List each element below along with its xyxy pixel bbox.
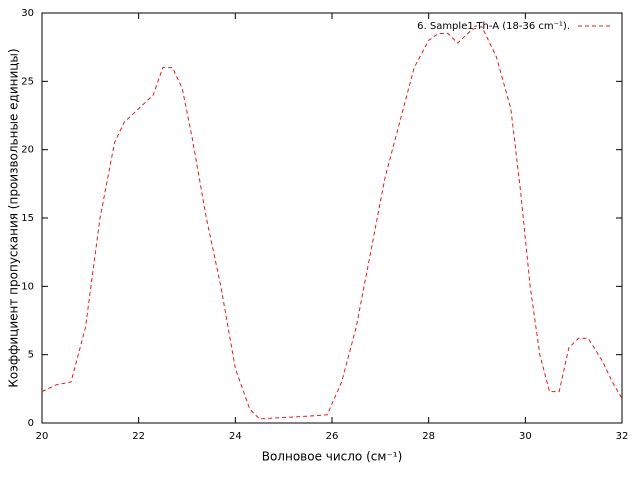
plot-border: [41, 12, 623, 424]
y-axis-label: Коэффициент пропускания (произвольные ед…: [7, 48, 21, 387]
legend-label: 6. Sample1-Th-A (18-36 cm⁻¹).: [417, 21, 570, 32]
x-tick-label: 24: [229, 431, 242, 442]
y-tick-label: 10: [21, 281, 34, 292]
y-tick-label: 25: [21, 76, 34, 87]
x-tick-label: 32: [616, 431, 629, 442]
x-tick-label: 28: [422, 431, 435, 442]
x-tick-label: 22: [132, 431, 145, 442]
y-tick-label: 5: [28, 350, 34, 361]
y-tick-label: 0: [28, 418, 34, 429]
x-axis-label: Волновое число (см⁻¹): [262, 450, 403, 464]
x-tick-label: 20: [36, 431, 49, 442]
y-tick-label: 20: [21, 145, 34, 156]
y-tick-label: 30: [21, 8, 34, 19]
x-tick-label: 26: [326, 431, 339, 442]
y-tick-label: 15: [21, 213, 34, 224]
data-line: [41, 26, 623, 420]
x-tick-label: 30: [519, 431, 532, 442]
